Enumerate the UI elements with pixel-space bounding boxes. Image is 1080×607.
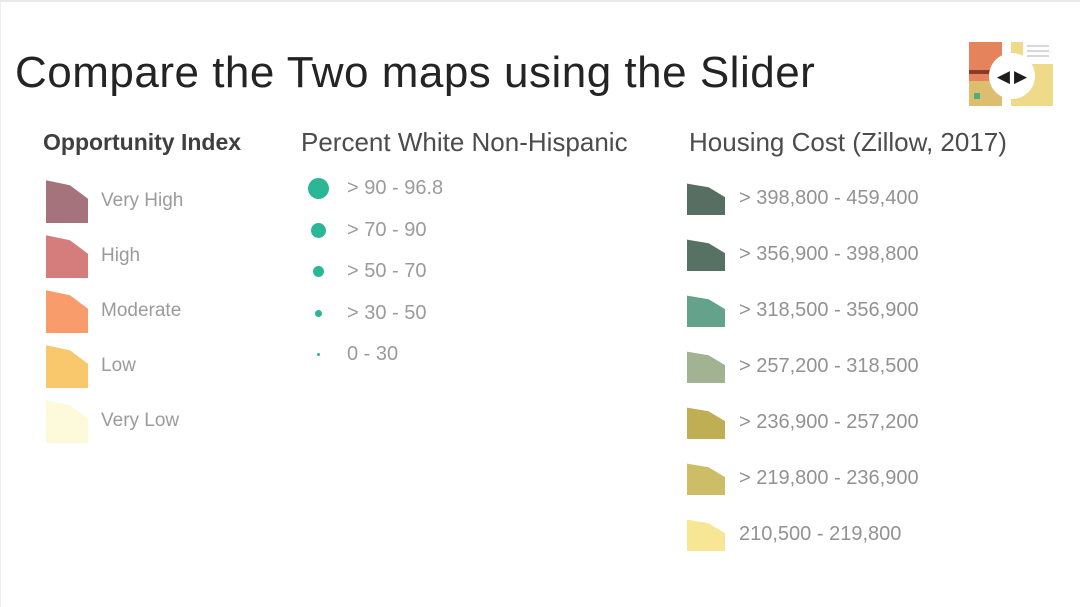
graduated-circle-swatch [316,353,320,357]
legend-swatch [687,407,725,439]
legend-dot-box [301,178,335,200]
legend-swatch [46,235,88,278]
graduated-circle-swatch [314,309,322,317]
legend-row: > 257,200 - 318,500 [687,350,919,383]
legend-swatch [687,463,725,495]
graduated-circle-swatch [310,222,326,238]
legend-row-label: > 257,200 - 318,500 [739,355,919,377]
legend-row: 210,500 - 219,800 [687,518,919,551]
graduated-circle-swatch [307,178,329,200]
map-slider-thumbnail[interactable]: ◀ ▶ [969,42,1053,106]
slider-left-arrow-icon: ◀ [996,66,1010,86]
legend-header-housing-cost: Housing Cost (Zillow, 2017) [689,127,1007,157]
thumbnail-right-map-label-block [1023,42,1053,64]
legend-row-label: > 70 - 90 [347,218,427,241]
legend-header-percent-white: Percent White Non-Hispanic [301,127,628,157]
legend-row: 0 - 30 [301,334,443,376]
thumbnail-right-map [1011,42,1053,106]
legend-row-label: Very High [101,189,184,211]
legend-opportunity-index: Very High High Moderate Low Very Low [46,178,183,453]
legend-row-label: > 90 - 96.8 [347,177,444,200]
legend-swatch [46,180,88,223]
page-title: Compare the Two maps using the Slider [15,48,816,97]
legend-row-label: > 318,500 - 356,900 [739,299,919,321]
legend-row-label: > 398,800 - 459,400 [739,187,919,209]
legend-row: > 30 - 50 [301,293,443,335]
legend-percent-white: > 90 - 96.8 > 70 - 90 > 50 - 70 > 30 - 5… [301,168,443,376]
legend-row-label: > 236,900 - 257,200 [739,411,919,433]
legend-row: > 90 - 96.8 [301,168,443,210]
legend-row-label: High [101,244,141,266]
legend-row: > 236,900 - 257,200 [687,406,919,439]
legend-swatch [687,239,725,271]
legend-dot-box [301,222,335,238]
legend-row: Very Low [46,398,183,443]
legend-header-opportunity-index: Opportunity Index [43,129,242,155]
legend-row-label: Low [101,354,136,376]
legend-row: > 50 - 70 [301,251,443,293]
legend-row-label: Moderate [101,299,182,321]
legend-swatch [46,400,88,443]
legend-dot-box [301,353,335,357]
legend-row-label: > 50 - 70 [347,260,427,283]
legend-row-label: 0 - 30 [347,343,399,366]
legend-housing-cost: > 398,800 - 459,400 > 356,900 - 398,800 … [687,182,919,574]
legend-row: > 398,800 - 459,400 [687,182,919,215]
legend-swatch [687,295,725,327]
legend-row: > 219,800 - 236,900 [687,462,919,495]
legend-row: High [46,233,183,278]
legend-row: Very High [46,178,183,223]
slider-right-arrow-icon: ▶ [1014,66,1028,86]
legend-row-label: > 219,800 - 236,900 [739,467,919,489]
legend-row-label: > 30 - 50 [347,301,427,324]
legend-swatch [687,519,725,551]
legend-swatch [687,351,725,383]
legend-row-label: > 356,900 - 398,800 [739,243,919,265]
legend-row-label: 210,500 - 219,800 [739,523,902,545]
legend-swatch [46,290,88,333]
thumbnail-left-map-park [974,93,980,99]
slider-handle-icon[interactable]: ◀ ▶ [989,53,1035,99]
legend-row-label: Very Low [101,409,180,431]
legend-row: Low [46,343,183,388]
legend-row: > 70 - 90 [301,210,443,252]
legend-dot-box [301,266,335,278]
legend-swatch [46,345,88,388]
legend-row: > 318,500 - 356,900 [687,294,919,327]
legend-row: Moderate [46,288,183,333]
legend-row: > 356,900 - 398,800 [687,238,919,271]
graduated-circle-swatch [312,266,324,278]
legend-swatch [687,183,725,215]
thumbnail-left-map-road [969,70,1002,74]
legend-dot-box [301,309,335,317]
